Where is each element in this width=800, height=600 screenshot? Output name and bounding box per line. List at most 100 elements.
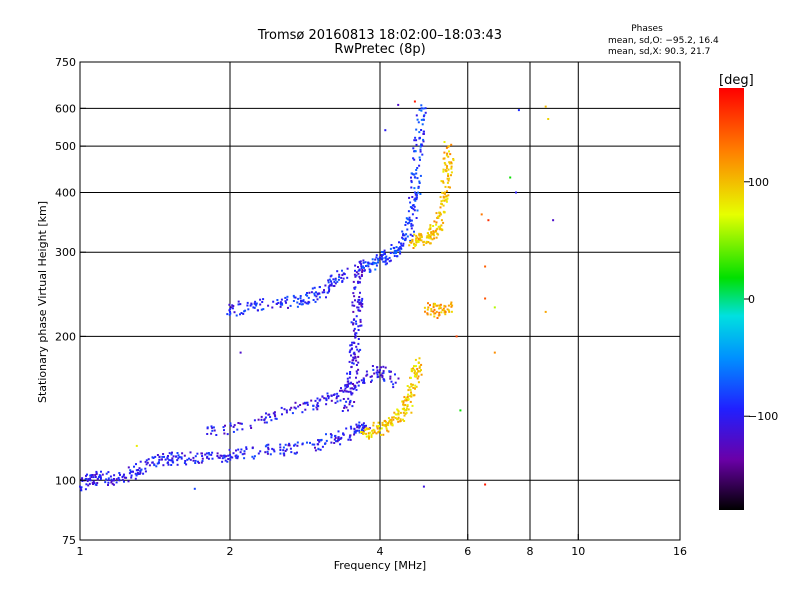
data-point bbox=[423, 306, 426, 309]
data-point bbox=[321, 291, 324, 294]
data-point bbox=[372, 424, 375, 427]
data-point bbox=[396, 418, 399, 421]
data-point bbox=[222, 454, 225, 457]
data-point bbox=[341, 269, 343, 272]
data-point bbox=[351, 392, 354, 395]
data-point bbox=[421, 144, 424, 147]
data-point bbox=[89, 479, 92, 482]
colorbar-tick-label: 100 bbox=[748, 176, 769, 189]
data-point bbox=[355, 315, 358, 318]
data-point bbox=[359, 318, 362, 321]
data-point bbox=[397, 377, 400, 380]
data-point bbox=[362, 422, 365, 425]
data-point bbox=[266, 450, 269, 453]
data-point bbox=[442, 180, 444, 183]
data-point bbox=[275, 417, 278, 420]
data-point bbox=[232, 425, 235, 428]
data-point bbox=[413, 372, 416, 374]
data-point bbox=[353, 428, 356, 431]
data-point bbox=[318, 439, 321, 442]
data-point bbox=[354, 275, 357, 278]
y-tick-label: 200 bbox=[55, 330, 76, 343]
data-point bbox=[376, 427, 379, 430]
x-tick-label: 6 bbox=[464, 545, 471, 558]
data-point bbox=[407, 389, 410, 392]
data-point bbox=[359, 291, 361, 294]
data-point bbox=[307, 296, 310, 299]
data-point bbox=[349, 371, 352, 373]
data-point bbox=[409, 395, 412, 398]
data-point bbox=[380, 251, 383, 253]
data-point bbox=[435, 223, 438, 226]
data-point bbox=[201, 455, 204, 457]
data-point bbox=[444, 311, 447, 313]
data-point bbox=[80, 486, 83, 489]
data-point bbox=[405, 233, 408, 236]
data-point bbox=[95, 470, 98, 473]
data-point bbox=[89, 477, 92, 480]
y-tick-label: 500 bbox=[55, 140, 76, 153]
data-point bbox=[407, 393, 410, 396]
data-point bbox=[386, 423, 389, 426]
data-point bbox=[379, 256, 381, 259]
data-point bbox=[413, 242, 416, 245]
data-point bbox=[345, 400, 348, 403]
data-point bbox=[357, 266, 359, 268]
data-point bbox=[439, 213, 442, 216]
data-point bbox=[442, 192, 445, 195]
data-point bbox=[207, 457, 210, 460]
data-point bbox=[348, 360, 351, 363]
data-point bbox=[392, 383, 395, 386]
data-point bbox=[349, 382, 352, 385]
data-point bbox=[171, 451, 173, 454]
data-point bbox=[222, 426, 225, 429]
data-point bbox=[223, 429, 225, 432]
data-point bbox=[385, 427, 388, 430]
data-point bbox=[414, 193, 417, 196]
data-point bbox=[233, 311, 236, 314]
data-point bbox=[444, 192, 447, 195]
data-point bbox=[252, 457, 255, 460]
data-point bbox=[223, 432, 226, 435]
data-point bbox=[341, 274, 344, 276]
data-point bbox=[135, 469, 138, 472]
data-point bbox=[281, 303, 284, 306]
data-point bbox=[215, 434, 218, 436]
data-point bbox=[447, 175, 450, 177]
data-point bbox=[359, 348, 362, 351]
data-point bbox=[334, 278, 337, 281]
data-point bbox=[414, 199, 417, 202]
data-point bbox=[363, 382, 366, 384]
data-point bbox=[415, 194, 418, 197]
data-point bbox=[342, 398, 345, 400]
data-point bbox=[382, 433, 385, 436]
data-point bbox=[408, 386, 411, 389]
data-point bbox=[351, 361, 354, 364]
data-point bbox=[332, 278, 335, 281]
data-point bbox=[246, 301, 249, 304]
data-point bbox=[388, 370, 391, 373]
data-point bbox=[336, 280, 339, 283]
data-point bbox=[425, 240, 428, 243]
data-point bbox=[388, 256, 391, 259]
data-point bbox=[168, 452, 171, 455]
data-point bbox=[395, 250, 398, 253]
data-point bbox=[411, 370, 414, 373]
data-point bbox=[410, 383, 413, 386]
data-point bbox=[368, 427, 370, 430]
data-point bbox=[192, 456, 195, 459]
data-point bbox=[189, 451, 192, 454]
data-point bbox=[377, 371, 380, 374]
data-point bbox=[354, 385, 357, 388]
data-point bbox=[394, 417, 397, 419]
data-point bbox=[364, 428, 367, 431]
data-point bbox=[219, 454, 222, 457]
data-point bbox=[410, 186, 413, 189]
data-point bbox=[293, 444, 296, 447]
data-point bbox=[171, 457, 174, 460]
data-point bbox=[429, 313, 432, 316]
data-point bbox=[279, 446, 282, 449]
data-point bbox=[413, 365, 415, 368]
data-point bbox=[435, 221, 438, 224]
outlier-point bbox=[487, 219, 490, 222]
